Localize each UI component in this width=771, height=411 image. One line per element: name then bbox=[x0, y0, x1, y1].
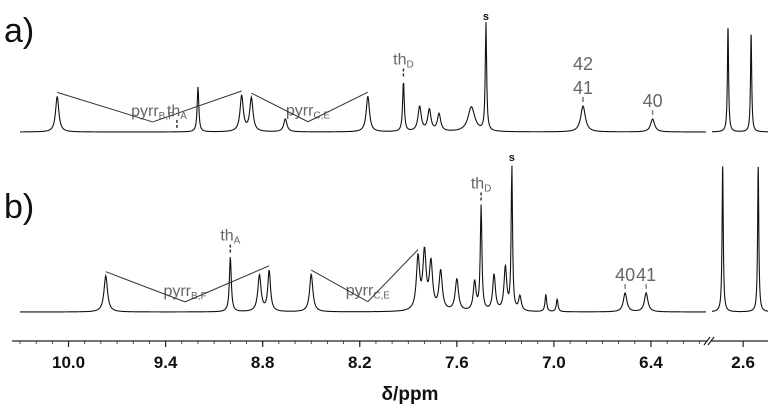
x-tick-label: 2.6 bbox=[731, 353, 755, 372]
peak-label-text: thD bbox=[393, 51, 414, 70]
peak-label-text: 41 bbox=[636, 265, 656, 285]
peak-label: 40 bbox=[615, 265, 635, 289]
x-tick-label: 6.4 bbox=[639, 353, 663, 372]
x-axis-ticks: 10.0 9.4 8.8 8.2 7.6 7.0 6.4 2.6 bbox=[19, 341, 755, 372]
panel-label-a: a) bbox=[4, 12, 34, 50]
x-tick-label: 9.4 bbox=[154, 353, 178, 372]
peak-label: pyrrB,F bbox=[57, 90, 242, 123]
peak-label: pyrrB,F bbox=[105, 265, 270, 303]
peak-label-text: s bbox=[483, 11, 489, 23]
peak-label-text: thA bbox=[167, 103, 187, 122]
peak-label: thA bbox=[167, 103, 187, 128]
x-tick-label: 8.8 bbox=[251, 353, 275, 372]
peak-label: s bbox=[483, 11, 489, 23]
peak-label: thD bbox=[471, 176, 492, 201]
peak-label-text: thA bbox=[220, 228, 240, 247]
peak-label: pyrrC,E bbox=[251, 91, 369, 123]
peak-label: 41 bbox=[573, 78, 593, 103]
bracket-line bbox=[57, 91, 153, 123]
x-axis-title: δ/ppm bbox=[382, 384, 439, 405]
spectrum-trace-b bbox=[20, 165, 769, 313]
x-axis: 10.0 9.4 8.8 8.2 7.6 7.0 6.4 2.6 δ/ppm bbox=[12, 336, 768, 405]
x-tick-label: 7.6 bbox=[445, 353, 469, 372]
peak-label: 40 bbox=[643, 91, 663, 115]
bracket-line bbox=[307, 91, 369, 123]
x-axis-line bbox=[12, 336, 768, 346]
peak-label: s bbox=[509, 152, 515, 164]
peak-label-text: 42 bbox=[573, 54, 593, 74]
bracket-line bbox=[310, 269, 369, 303]
x-tick-label: 8.2 bbox=[348, 353, 372, 372]
peak-label-text: 41 bbox=[573, 78, 593, 98]
peak-label: thA bbox=[220, 228, 241, 253]
bracket-line bbox=[367, 249, 419, 303]
peak-label-text: 40 bbox=[643, 91, 663, 111]
peak-label: thD bbox=[393, 51, 414, 77]
x-tick-label: 10.0 bbox=[52, 353, 85, 372]
bracket-line bbox=[184, 265, 270, 303]
panel-label-b: b) bbox=[4, 188, 34, 226]
peak-label-text: pyrrC,E bbox=[286, 103, 331, 122]
bracket-line bbox=[251, 92, 309, 123]
peak-label-text: thD bbox=[471, 176, 492, 195]
peak-label-text: pyrrB,F bbox=[163, 283, 206, 302]
x-tick-label: 7.0 bbox=[542, 353, 566, 372]
peak-label: pyrrC,E bbox=[310, 249, 419, 303]
spectrum-trace-a bbox=[20, 22, 768, 133]
peak-label-text: s bbox=[509, 152, 515, 164]
peak-label: 41 bbox=[636, 265, 656, 289]
bracket-line bbox=[152, 90, 242, 123]
bracket-line bbox=[105, 271, 186, 303]
peak-label-text: 40 bbox=[615, 265, 635, 285]
